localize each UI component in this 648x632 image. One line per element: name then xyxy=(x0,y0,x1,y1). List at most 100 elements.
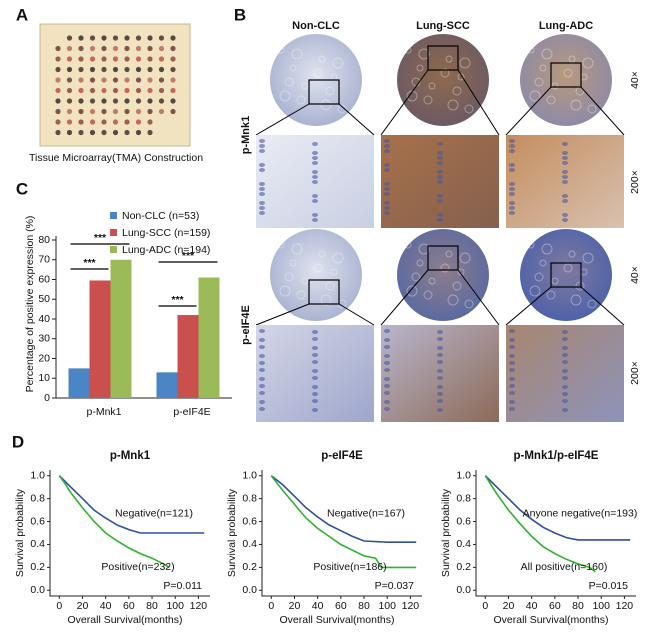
x-tick-label: 40 xyxy=(100,600,112,612)
tma-core xyxy=(78,56,84,62)
tma-core xyxy=(101,108,107,115)
chart-title: p-Mnk1 xyxy=(110,450,151,462)
texture xyxy=(527,46,535,54)
texture xyxy=(570,294,582,306)
nucleus xyxy=(562,142,568,146)
nucleus xyxy=(312,142,318,146)
nucleus xyxy=(312,392,318,396)
tma-core xyxy=(101,87,107,94)
nucleus xyxy=(259,182,265,186)
tma-core xyxy=(158,108,165,115)
tma-core xyxy=(124,77,130,83)
texture xyxy=(406,285,418,297)
texture xyxy=(279,285,291,297)
tma-core xyxy=(124,119,130,125)
texture xyxy=(529,285,541,297)
tma-core xyxy=(124,35,130,41)
texture xyxy=(325,281,335,291)
x-tick-label: 80 xyxy=(572,600,584,612)
nucleus xyxy=(259,144,265,148)
texture xyxy=(418,243,430,255)
bar xyxy=(156,372,178,398)
texture xyxy=(428,82,436,90)
tma-core xyxy=(66,119,73,125)
nucleus xyxy=(312,369,318,373)
tma-core xyxy=(147,108,153,115)
nucleus xyxy=(312,218,318,222)
nucleus xyxy=(562,399,568,403)
y-axis-label: Survival probability xyxy=(440,488,452,577)
nucleus xyxy=(562,218,568,222)
texture xyxy=(330,268,338,276)
panel-label: A xyxy=(16,5,28,24)
nucleus xyxy=(312,360,318,364)
nucleus xyxy=(509,149,515,153)
tma-core xyxy=(124,129,130,136)
nucleus xyxy=(509,201,515,205)
nucleus xyxy=(437,156,443,160)
y-tick-label: 50 xyxy=(38,293,50,305)
annotation: *** xyxy=(171,294,184,306)
texture xyxy=(320,294,332,306)
texture xyxy=(568,250,576,258)
texture xyxy=(539,64,547,72)
texture xyxy=(289,259,297,267)
texture xyxy=(289,64,297,72)
tissue-core xyxy=(397,34,489,126)
y-tick-label: 0.2 xyxy=(242,561,257,573)
nucleus xyxy=(562,360,568,364)
tma-core xyxy=(101,66,107,73)
texture xyxy=(301,82,309,90)
zoom-image xyxy=(256,325,374,422)
tma-core xyxy=(55,98,61,104)
nucleus xyxy=(562,408,568,412)
zoom-box xyxy=(427,245,459,271)
nucleus xyxy=(259,391,265,395)
y-tick-label: 0.2 xyxy=(30,561,45,573)
texture xyxy=(313,68,323,78)
nucleus xyxy=(312,161,318,165)
texture xyxy=(568,55,576,63)
texture xyxy=(539,259,547,267)
panel-label: D xyxy=(12,432,24,451)
x-tick-label: 100 xyxy=(166,600,184,612)
zoom-line xyxy=(338,103,375,136)
tma-core xyxy=(89,98,96,104)
tma-core xyxy=(78,45,84,52)
x-tick-label: 120 xyxy=(402,600,420,612)
nucleus xyxy=(437,353,443,357)
y-tick-label: 0.4 xyxy=(456,538,471,550)
nucleus xyxy=(384,139,390,143)
texture xyxy=(416,259,424,267)
tma-core xyxy=(89,87,96,94)
nucleus xyxy=(312,353,318,357)
texture xyxy=(447,294,459,306)
texture xyxy=(291,48,303,60)
chart-title: p-eIF4E xyxy=(321,450,363,462)
column-header: Non-CLC xyxy=(292,20,340,32)
bar xyxy=(68,368,90,398)
nucleus xyxy=(384,192,390,196)
y-tick-label: 0.0 xyxy=(242,584,257,596)
nucleus xyxy=(259,345,265,349)
texture xyxy=(464,104,474,114)
legend-label: Lung-ADC (n=194) xyxy=(122,244,210,256)
tma-core xyxy=(158,56,165,62)
nucleus xyxy=(384,144,390,148)
magnification: 200× xyxy=(629,361,641,385)
texture xyxy=(582,252,594,264)
texture xyxy=(406,90,418,102)
tma-core xyxy=(147,87,153,94)
texture xyxy=(445,55,453,63)
nucleus xyxy=(312,408,318,412)
y-tick-label: 1.0 xyxy=(242,470,257,482)
nucleus xyxy=(562,376,568,380)
nucleus xyxy=(437,175,443,179)
nucleus xyxy=(259,149,265,153)
nucleus xyxy=(384,377,390,381)
p-value: P=0.015 xyxy=(589,580,629,592)
y-tick-label: 1.0 xyxy=(456,470,471,482)
nucleus xyxy=(509,338,515,342)
tissue-core xyxy=(397,229,489,321)
texture xyxy=(411,272,421,282)
